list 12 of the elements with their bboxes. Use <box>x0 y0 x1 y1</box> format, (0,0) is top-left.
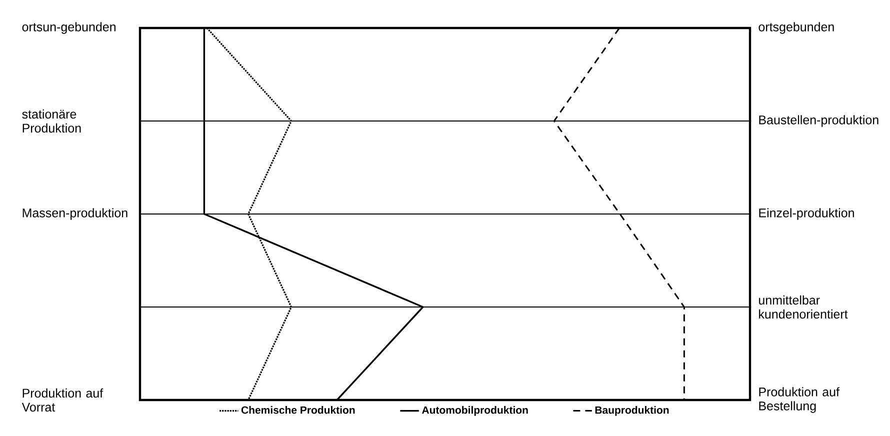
y2-tick-label: unmittelbar kundenorientiert <box>759 295 848 319</box>
y-tick-label: ortsun-gebunden <box>22 22 116 34</box>
y2-tick-label: Baustellen-produktion <box>759 115 878 127</box>
y-tick-label: stationäre Produktion <box>22 109 81 133</box>
legend-label: Chemische Produktion <box>241 406 355 414</box>
y2-tick-label: Einzel-produktion <box>759 208 854 220</box>
y2-tick-label: ortsgebunden <box>758 22 834 34</box>
y2-tick-label: Produktion auf Bestellung <box>759 387 840 413</box>
legend-label: Bauproduktion <box>595 406 669 416</box>
legend-label: Automobilproduktion <box>422 406 528 416</box>
y-tick-label: Produktion auf Vorrat <box>22 388 104 412</box>
y-tick-label: Massen-produktion <box>22 208 128 220</box>
